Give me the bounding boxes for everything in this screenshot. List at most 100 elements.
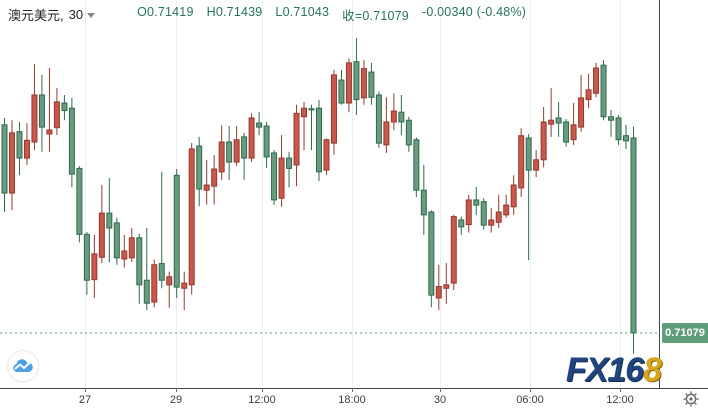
time-label: 12:00: [606, 394, 634, 406]
candle-body: [23, 139, 30, 159]
candle-body: [31, 94, 38, 143]
candle-body: [458, 219, 465, 228]
ohlc-change: -0.00340 (-0.48%): [421, 4, 527, 19]
candle-body: [121, 250, 128, 260]
candle-body: [480, 201, 487, 226]
candle-body: [248, 117, 255, 159]
time-label: 30: [433, 394, 447, 406]
candle-body: [151, 264, 158, 303]
ohlc-row: O0.71419 H0.71439 L0.71043 收=0.71079 -0.…: [137, 5, 539, 24]
candle-body: [495, 211, 502, 223]
candle-body: [525, 137, 532, 171]
candle-body: [278, 157, 285, 199]
candle-body: [413, 139, 420, 191]
candle-body: [315, 107, 322, 173]
candle-body: [128, 237, 135, 259]
candle-body: [323, 139, 330, 171]
candle-body: [143, 279, 150, 304]
candle-body: [83, 233, 90, 281]
candle-body: [203, 184, 210, 191]
candle-body: [166, 276, 173, 286]
last-price-badge: 0.71079: [662, 323, 708, 343]
candle-body: [226, 141, 233, 163]
candle-body: [600, 64, 607, 118]
candle-body: [563, 121, 570, 143]
time-label: 18:00: [338, 394, 366, 406]
candle-body: [218, 141, 225, 173]
interval-value[interactable]: 30: [68, 6, 84, 22]
last-price-label: 0.71079: [665, 327, 705, 339]
candle-body: [136, 237, 143, 286]
candle-body: [106, 212, 113, 229]
candle-body: [301, 107, 308, 118]
candle-body: [435, 286, 442, 299]
candle-body: [233, 139, 240, 163]
candle-body: [293, 112, 300, 166]
time-axis[interactable]: 27 29 12:00 18:00 30 06:00 12:00: [0, 392, 708, 414]
candle-body: [593, 67, 600, 94]
time-label: 29: [169, 394, 183, 406]
symbol-name[interactable]: 澳元美元,: [8, 7, 64, 23]
candle-body: [533, 159, 540, 171]
candle-body: [16, 131, 23, 159]
candle-body: [390, 110, 397, 123]
watermark-accent: 8: [643, 351, 662, 389]
candle-body: [555, 117, 562, 124]
candle-body: [211, 168, 218, 187]
candle-body: [46, 129, 53, 135]
candle-body: [578, 97, 585, 128]
candle-body: [540, 121, 547, 161]
candle-body: [518, 135, 525, 189]
candle-body: [98, 212, 105, 258]
chevron-down-icon[interactable]: [87, 12, 96, 18]
candle-body: [173, 174, 180, 288]
candle-body: [443, 284, 450, 289]
gear-icon[interactable]: [681, 389, 701, 409]
candle-body: [53, 101, 60, 129]
candle-body: [113, 222, 120, 259]
candle-body: [548, 119, 555, 125]
candle-body: [76, 167, 83, 235]
candle-body: [38, 94, 45, 128]
candle-body: [585, 89, 592, 101]
symbol-header: 澳元美元, 30 O0.71419 H0.71439 L0.71043 收=0.…: [8, 5, 539, 23]
candle-body: [91, 253, 98, 281]
candle-body: [630, 137, 637, 334]
candle-body: [450, 216, 457, 284]
time-label: 06:00: [516, 394, 544, 406]
candle-body: [503, 204, 510, 216]
candle-body: [368, 71, 375, 98]
candle-body: [8, 132, 15, 194]
candle-body: [271, 152, 278, 201]
candle-body: [188, 148, 195, 286]
candle-body: [338, 79, 345, 104]
time-label: 12:00: [248, 394, 276, 406]
candle-body: [420, 189, 427, 216]
candle-body: [383, 121, 390, 146]
ohlc-open: O0.71419: [137, 4, 194, 19]
chart-cloud-logo-icon: [13, 359, 33, 372]
candle-body: [1, 124, 8, 194]
ohlc-close: 收=0.71079: [342, 8, 409, 23]
watermark-text: FX16: [565, 351, 644, 389]
time-label: 27: [78, 394, 92, 406]
candle-body: [405, 119, 412, 146]
candle-body: [570, 124, 577, 141]
candle-body: [345, 62, 352, 104]
candle-body: [196, 145, 203, 190]
candle-body: [61, 102, 68, 111]
candle-body: [68, 107, 75, 175]
candle-body: [473, 199, 480, 206]
candle-body: [256, 122, 263, 128]
candle-body: [488, 219, 495, 226]
candle-body: [398, 111, 405, 123]
candle-body: [465, 199, 472, 226]
candle-body: [608, 116, 615, 121]
fx168-watermark: FX168: [565, 351, 662, 389]
candle-body: [241, 136, 248, 159]
candle-body: [510, 184, 517, 208]
chart-logo-button[interactable]: [7, 350, 39, 382]
candle-body: [330, 74, 337, 144]
